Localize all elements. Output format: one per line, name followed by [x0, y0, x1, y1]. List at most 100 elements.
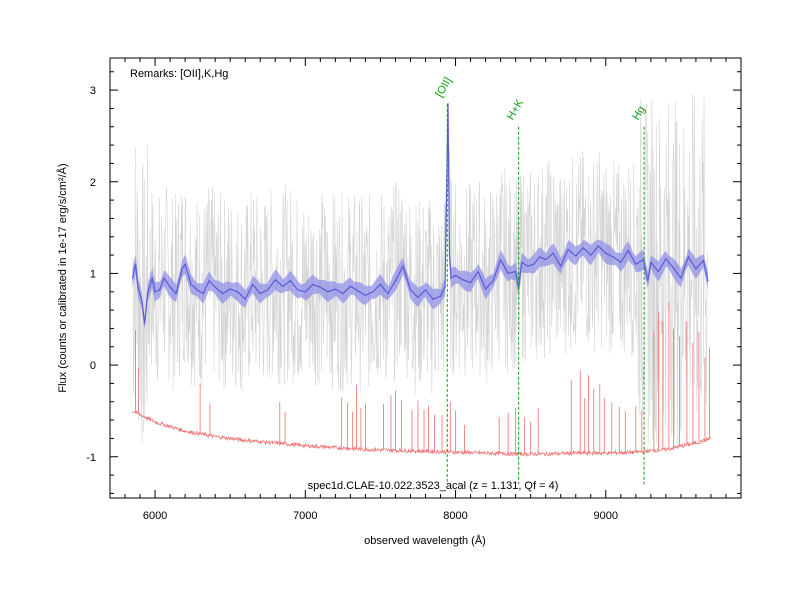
smoothed-flux-point — [214, 286, 216, 288]
smoothed-flux-point — [131, 277, 134, 279]
smoothed-flux-point — [454, 274, 457, 276]
smoothed-flux-point — [627, 249, 629, 252]
smoothed-flux-point — [184, 263, 186, 265]
smoothed-flux-point — [444, 286, 446, 288]
smoothed-flux-point — [402, 265, 404, 267]
smoothed-flux-point — [515, 270, 517, 273]
smoothed-flux-point — [552, 252, 554, 254]
smoothed-flux-point — [297, 289, 299, 291]
smoothed-flux-point — [140, 298, 143, 300]
smoothed-flux-point — [560, 265, 562, 267]
smoothed-flux-point — [372, 291, 374, 293]
smoothed-flux-point — [484, 288, 487, 290]
smoothed-flux-point — [357, 290, 359, 292]
sky-spectrum-series — [132, 302, 712, 458]
smoothed-flux-point — [190, 283, 192, 286]
smoothed-flux-point — [687, 256, 690, 258]
x-tick-label: 6000 — [143, 510, 167, 522]
smoothed-flux-band — [132, 94, 708, 331]
smoothed-flux-point — [175, 292, 177, 295]
smoothed-flux-point — [707, 280, 709, 282]
smoothed-flux-point — [143, 323, 146, 325]
caption-text: spec1d.CLAE-10.022.3523_acal (z = 1.131,… — [308, 480, 559, 492]
smoothed-flux-point — [680, 277, 682, 279]
sky-continuum — [132, 410, 712, 458]
smoothed-flux-point — [539, 256, 541, 258]
smoothed-flux-point — [469, 281, 472, 284]
smoothed-flux-point — [527, 265, 529, 267]
smoothed-flux-point — [169, 286, 171, 288]
smoothed-flux-point — [597, 245, 599, 247]
smoothed-flux-point — [151, 277, 153, 279]
y-tick-label: 0 — [90, 360, 96, 372]
smoothed-flux-point — [575, 255, 577, 257]
smoothed-flux-point — [665, 258, 667, 260]
smoothed-flux-series — [131, 103, 709, 325]
smoothed-flux-point — [462, 279, 464, 281]
smoothed-flux-point — [492, 280, 494, 282]
smoothed-flux-point — [450, 277, 452, 279]
smoothed-flux-point — [244, 298, 246, 300]
smoothed-flux-point — [208, 280, 210, 282]
line-marker-label: [OII] — [433, 75, 454, 99]
smoothed-flux-point — [163, 277, 165, 279]
smoothed-flux-point — [319, 286, 321, 288]
smoothed-flux-point — [252, 283, 254, 286]
smoothed-flux-point — [521, 261, 523, 264]
smoothed-flux-point — [500, 259, 502, 261]
smoothed-flux-point — [394, 280, 397, 282]
smoothed-flux-point — [545, 259, 547, 261]
smoothed-flux-point — [312, 283, 314, 286]
smoothed-flux-point — [590, 254, 592, 256]
smoothed-flux-point — [237, 291, 239, 293]
smoothed-flux-point — [202, 292, 204, 295]
line-marker-label: H+K — [505, 97, 527, 122]
smoothed-flux-point — [432, 298, 434, 300]
y-tick-label: 1 — [90, 268, 96, 280]
y-axis-title: Flux (counts or calibrated in 1e-17 erg/… — [56, 163, 69, 392]
smoothed-flux-point — [635, 263, 637, 265]
smoothed-flux-point — [364, 294, 367, 297]
smoothed-flux-point — [222, 292, 224, 295]
smoothed-flux-point — [695, 268, 697, 270]
smoothed-flux-point — [567, 248, 569, 251]
smoothed-flux-point — [146, 292, 149, 295]
smoothed-flux-point — [605, 252, 607, 254]
smoothed-flux-point — [342, 292, 344, 295]
smoothed-flux-point — [612, 256, 614, 258]
remarks-text: Remarks: [OII],K,Hg — [130, 68, 228, 80]
smoothed-flux-point — [533, 263, 535, 265]
smoothed-flux-point — [289, 280, 291, 282]
x-tick-label: 8000 — [443, 510, 467, 522]
smoothed-flux-point — [282, 285, 284, 287]
smoothed-flux-point — [650, 261, 652, 264]
axes: 6000 7000 8000 9000 -1 0 1 2 3 — [86, 58, 741, 522]
smoothed-flux-point — [620, 261, 622, 264]
smoothed-flux-point — [582, 247, 584, 249]
smoothed-flux-point — [448, 254, 451, 256]
uncertainty-band — [132, 94, 708, 331]
smoothed-flux-point — [327, 291, 329, 293]
smoothed-flux-point — [154, 291, 156, 293]
smoothed-flux-point — [672, 267, 674, 269]
smoothed-flux-point — [417, 296, 419, 298]
smoothed-flux-point — [424, 289, 427, 291]
x-axis-title: observed wavelength (Å) — [364, 534, 486, 547]
smoothed-flux-point — [196, 289, 198, 291]
smoothed-flux-point — [409, 289, 412, 291]
smoothed-flux-point — [134, 263, 137, 265]
smoothed-flux-point — [702, 259, 705, 262]
y-tick-label: 3 — [90, 85, 96, 97]
smoothed-flux-point — [181, 268, 183, 270]
smoothed-flux-point — [387, 292, 389, 295]
smoothed-flux-point — [657, 270, 659, 273]
smoothed-flux-point — [379, 283, 382, 286]
smoothed-flux-point — [137, 289, 140, 291]
smoothed-flux-point — [507, 272, 509, 275]
smoothed-flux-point — [334, 288, 336, 290]
x-tick-label: 9000 — [594, 510, 618, 522]
smoothed-flux-point — [274, 279, 276, 281]
smoothed-flux-point — [259, 292, 261, 295]
smoothed-flux-point — [439, 295, 442, 297]
